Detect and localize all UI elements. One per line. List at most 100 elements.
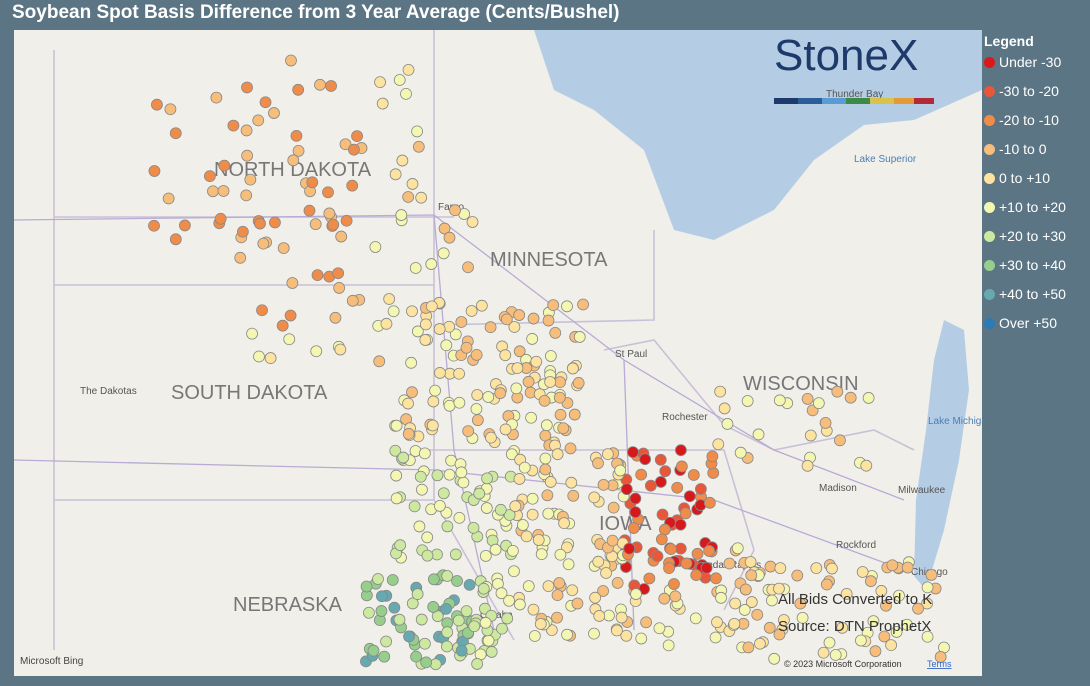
bid-point[interactable] xyxy=(449,204,461,217)
bid-point[interactable] xyxy=(566,584,579,597)
bid-point[interactable] xyxy=(348,143,360,156)
bid-point[interactable] xyxy=(427,395,440,408)
bid-point[interactable] xyxy=(554,548,567,561)
bid-point[interactable] xyxy=(462,425,475,438)
bid-point[interactable] xyxy=(402,191,415,203)
bid-point[interactable] xyxy=(240,124,253,137)
bid-point[interactable] xyxy=(503,509,516,521)
bid-point[interactable] xyxy=(921,581,934,594)
bid-point[interactable] xyxy=(246,327,258,340)
bid-point[interactable] xyxy=(482,391,495,403)
bid-point[interactable] xyxy=(630,588,642,600)
bid-point[interactable] xyxy=(421,531,434,544)
bid-point[interactable] xyxy=(210,91,223,104)
bid-point[interactable] xyxy=(375,590,388,603)
bid-point[interactable] xyxy=(489,543,502,556)
bid-point[interactable] xyxy=(452,614,465,627)
bid-point[interactable] xyxy=(390,419,403,432)
bid-point[interactable] xyxy=(508,565,520,578)
bid-point[interactable] xyxy=(544,476,557,488)
bid-point[interactable] xyxy=(545,624,558,637)
bid-point[interactable] xyxy=(455,316,468,328)
bid-point[interactable] xyxy=(322,186,334,199)
bid-point[interactable] xyxy=(477,582,490,595)
bid-point[interactable] xyxy=(513,309,526,321)
bid-point[interactable] xyxy=(217,185,230,197)
bid-point[interactable] xyxy=(819,416,832,429)
bid-point[interactable] xyxy=(718,402,731,415)
bid-point[interactable] xyxy=(414,470,427,483)
bid-point[interactable] xyxy=(691,547,704,560)
bid-point[interactable] xyxy=(380,317,393,330)
bid-point[interactable] xyxy=(572,377,585,389)
bid-point[interactable] xyxy=(643,572,656,585)
bid-point[interactable] xyxy=(415,191,428,204)
bid-point[interactable] xyxy=(339,138,352,151)
bid-point[interactable] xyxy=(541,489,554,502)
bid-point[interactable] xyxy=(499,423,512,436)
bid-point[interactable] xyxy=(554,376,566,389)
bid-point[interactable] xyxy=(520,530,533,543)
bid-point[interactable] xyxy=(804,429,817,442)
bid-point[interactable] xyxy=(473,487,486,500)
bid-point[interactable] xyxy=(690,569,703,582)
bid-point[interactable] xyxy=(532,534,545,546)
bid-point[interactable] xyxy=(774,562,787,575)
bid-point[interactable] xyxy=(449,548,462,561)
legend-item[interactable]: Under -30 xyxy=(984,54,1066,83)
bid-point[interactable] xyxy=(764,560,777,573)
bid-point[interactable] xyxy=(405,356,418,369)
bid-point[interactable] xyxy=(419,318,432,331)
bid-point[interactable] xyxy=(878,630,891,643)
legend-item[interactable]: -20 to -10 xyxy=(984,112,1066,141)
bid-point[interactable] xyxy=(674,542,687,555)
bid-point[interactable] xyxy=(654,453,667,466)
bid-point[interactable] xyxy=(526,508,539,521)
bid-point[interactable] xyxy=(244,173,257,186)
bid-point[interactable] xyxy=(451,575,463,587)
bid-point[interactable] xyxy=(534,618,547,630)
bid-point[interactable] xyxy=(547,299,560,312)
bid-point[interactable] xyxy=(494,503,507,516)
bid-point[interactable] xyxy=(393,613,406,626)
bid-point[interactable] xyxy=(544,376,557,388)
bid-point[interactable] xyxy=(834,434,846,447)
bid-point[interactable] xyxy=(254,217,266,230)
bid-point[interactable] xyxy=(925,568,938,581)
bid-point[interactable] xyxy=(687,469,700,481)
bid-point[interactable] xyxy=(411,125,423,138)
bid-point[interactable] xyxy=(309,218,322,231)
bid-point[interactable] xyxy=(573,331,586,343)
bid-point[interactable] xyxy=(875,585,888,597)
bid-point[interactable] xyxy=(860,459,873,472)
bid-point[interactable] xyxy=(403,630,415,643)
bid-point[interactable] xyxy=(844,391,857,404)
bid-point[interactable] xyxy=(538,394,551,407)
bid-point[interactable] xyxy=(402,428,415,440)
bid-point[interactable] xyxy=(256,304,268,317)
bid-point[interactable] xyxy=(148,165,161,177)
bid-point[interactable] xyxy=(864,575,877,588)
bid-point[interactable] xyxy=(741,395,754,407)
bid-point[interactable] xyxy=(400,87,412,100)
bid-point[interactable] xyxy=(471,658,484,670)
bid-point[interactable] xyxy=(773,394,786,407)
bid-point[interactable] xyxy=(539,452,552,465)
bid-point[interactable] xyxy=(327,218,340,231)
bid-point[interactable] xyxy=(689,612,702,625)
bid-point[interactable] xyxy=(480,502,493,514)
bid-point[interactable] xyxy=(549,327,562,339)
bid-point[interactable] xyxy=(620,483,633,496)
bid-point[interactable] xyxy=(227,119,240,132)
bid-point[interactable] xyxy=(539,463,552,476)
bid-point[interactable] xyxy=(723,557,736,570)
bid-point[interactable] xyxy=(658,592,671,605)
bid-point[interactable] xyxy=(627,446,639,459)
bid-point[interactable] xyxy=(389,444,402,457)
bid-point[interactable] xyxy=(470,403,483,415)
bid-point[interactable] xyxy=(369,241,382,253)
bid-point[interactable] xyxy=(431,469,444,482)
bid-point[interactable] xyxy=(615,611,628,624)
bid-point[interactable] xyxy=(388,601,401,614)
legend-item[interactable]: Over +50 xyxy=(984,315,1066,344)
